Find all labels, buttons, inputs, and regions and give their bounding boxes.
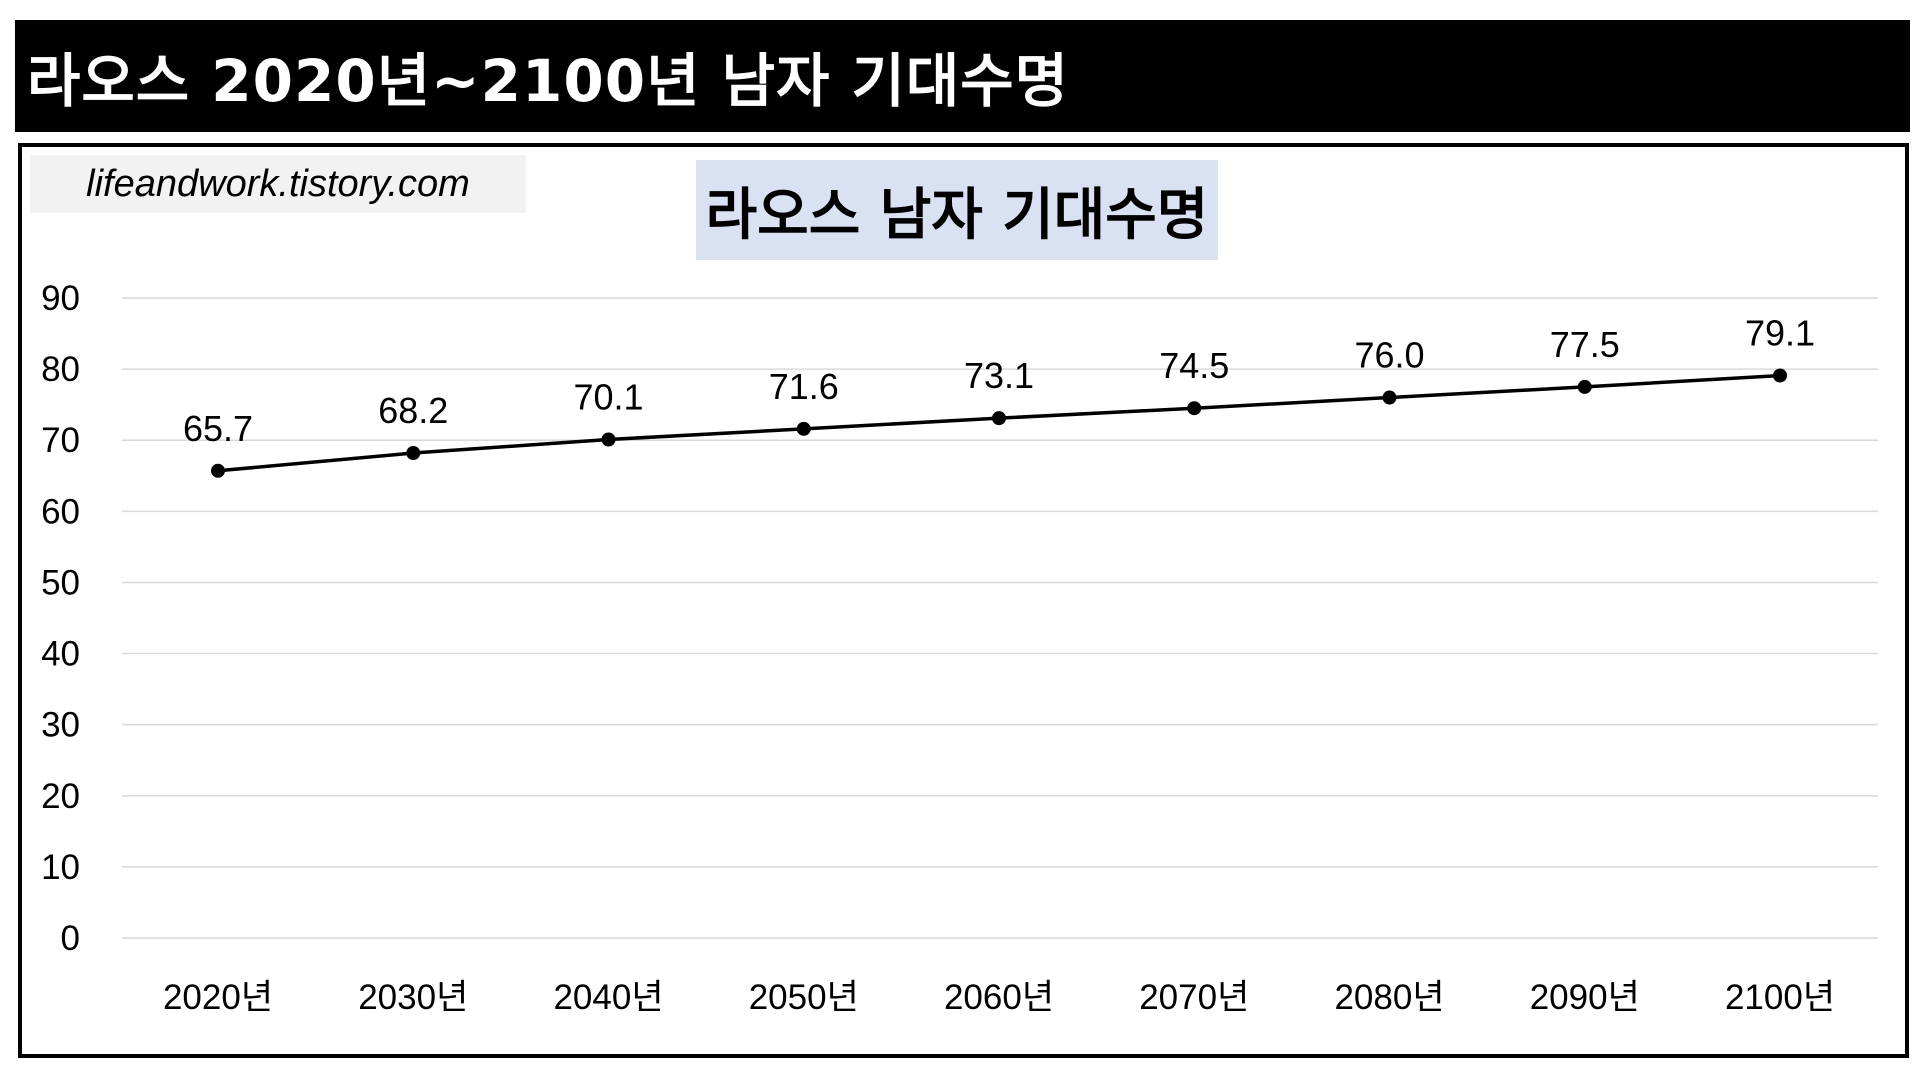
x-tick-label: 2060년	[944, 978, 1054, 1017]
header-bar: 라오스 2020년~2100년 남자 기대수명	[15, 20, 1910, 132]
data-label: 76.0	[1354, 335, 1424, 376]
data-label: 70.1	[573, 377, 643, 418]
data-point	[406, 446, 421, 461]
y-tick-label: 0	[61, 919, 80, 958]
x-tick-label: 2070년	[1139, 978, 1249, 1017]
data-point	[992, 411, 1006, 426]
data-label: 77.5	[1550, 324, 1620, 365]
data-label: 74.5	[1159, 345, 1229, 386]
data-point	[796, 421, 811, 436]
data-label: 68.2	[378, 390, 448, 431]
chart-title: 라오스 남자 기대수명	[705, 182, 1209, 248]
x-tick-label: 2100년	[1725, 978, 1835, 1017]
data-point	[211, 463, 225, 478]
x-tick-label: 2050년	[749, 978, 859, 1017]
data-point	[1382, 390, 1397, 405]
x-tick-label: 2040년	[553, 978, 663, 1017]
data-label: 65.7	[183, 408, 253, 449]
data-label: 73.1	[964, 355, 1034, 396]
chart-frame: lifeandwork.tistory.com 라오스 남자 기대수명 0 10 2…	[18, 143, 1909, 1058]
y-tick-label: 80	[41, 350, 80, 389]
data-point	[601, 432, 616, 447]
y-tick-label: 10	[41, 848, 80, 887]
data-label: 79.1	[1745, 313, 1815, 354]
y-tick-label: 90	[41, 279, 80, 318]
data-point	[1577, 379, 1592, 394]
y-tick-label: 20	[41, 777, 80, 816]
chart-title-box: 라오스 남자 기대수명	[696, 160, 1218, 260]
x-tick-label: 2080년	[1334, 978, 1444, 1017]
y-tick-label: 40	[41, 635, 80, 674]
header-title: 라오스 2020년~2100년 남자 기대수명	[27, 47, 1069, 115]
y-tick-label: 50	[41, 563, 80, 602]
x-tick-label: 2030년	[358, 978, 468, 1017]
line-chart: 0 10 20 30 40 50 60 70 80 90 2020년 2030년 2040년 2050년…	[41, 279, 1878, 1017]
watermark-text: lifeandwork.tistory.com	[86, 162, 470, 205]
y-tick-label: 60	[41, 492, 80, 531]
data-point	[1187, 401, 1202, 416]
y-tick-label: 70	[41, 421, 80, 460]
data-point	[1773, 368, 1787, 383]
x-tick-label: 2020년	[163, 978, 273, 1017]
x-tick-label: 2090년	[1530, 978, 1640, 1017]
y-tick-label: 30	[41, 706, 80, 745]
watermark: lifeandwork.tistory.com	[30, 155, 526, 213]
data-label: 71.6	[769, 366, 839, 407]
